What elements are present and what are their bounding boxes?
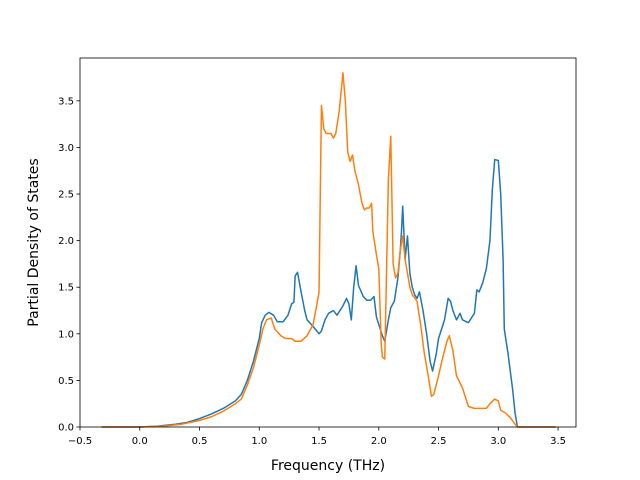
x-tick-label: 0.5 bbox=[192, 436, 208, 447]
y-tick-label: 2.5 bbox=[58, 190, 74, 201]
y-tick-label: 1.0 bbox=[58, 329, 74, 340]
x-tick-label: 1.0 bbox=[251, 436, 267, 447]
x-tick-label: 2.0 bbox=[371, 436, 387, 447]
series-layer bbox=[101, 72, 556, 428]
x-axis-label: Frequency (THz) bbox=[271, 458, 385, 474]
x-tick-label: 0.0 bbox=[132, 436, 148, 447]
x-tick-label: −0.5 bbox=[68, 436, 92, 447]
x-axis: −0.5 0.0 0.5 1.0 1.5 2.0 2.5 3.0 3.5 bbox=[68, 427, 566, 447]
y-tick-label: 3.0 bbox=[58, 143, 74, 154]
series-line-1 bbox=[101, 158, 556, 428]
y-axis-label: Partial Density of States bbox=[26, 158, 42, 326]
x-tick-label: 3.5 bbox=[550, 436, 566, 447]
y-tick-label: 0.0 bbox=[58, 423, 74, 434]
y-tick-label: 2.0 bbox=[58, 236, 74, 247]
plot-frame bbox=[79, 57, 577, 428]
y-tick-label: 0.5 bbox=[58, 376, 74, 387]
series-line-2 bbox=[101, 72, 556, 428]
x-tick-label: 1.5 bbox=[311, 436, 327, 447]
y-axis: 0.0 0.5 1.0 1.5 2.0 2.5 3.0 3.5 bbox=[58, 96, 80, 434]
y-tick-label: 1.5 bbox=[58, 283, 74, 294]
x-tick-label: 2.5 bbox=[431, 436, 447, 447]
x-tick-label: 3.0 bbox=[490, 436, 506, 447]
y-tick-label: 3.5 bbox=[58, 96, 74, 107]
